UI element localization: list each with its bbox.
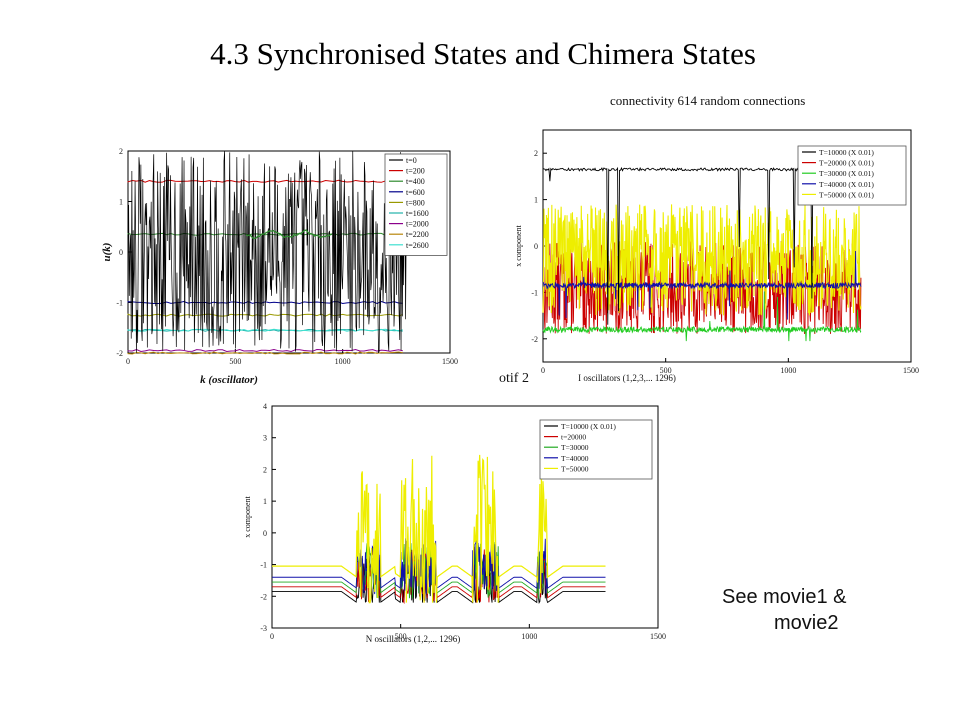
series-line <box>272 454 606 604</box>
legend-entry: t=600 <box>406 188 425 197</box>
series-line <box>542 250 862 320</box>
x-tick-label: 1000 <box>521 632 537 641</box>
legend-entry: T=30000 <box>561 443 589 452</box>
y-tick-label: -2 <box>116 349 123 358</box>
series-line <box>542 291 862 342</box>
y-tick-label: 2 <box>119 147 123 156</box>
series-line <box>542 204 862 316</box>
series-line <box>272 551 606 604</box>
series-line <box>272 542 606 599</box>
y-tick-label: 0 <box>263 529 267 538</box>
x-axis-label: N oscillators (1,2,... 1296) <box>366 634 461 644</box>
y-axis-label: u(k) <box>101 243 113 262</box>
legend-box <box>539 419 653 480</box>
x-tick-label: 500 <box>229 357 241 366</box>
legend-entry: T=50000 <box>561 464 589 473</box>
x-tick-label: 0 <box>126 357 130 366</box>
series-line <box>127 179 403 183</box>
y-tick-label: 1 <box>534 196 538 205</box>
legend-entry: T=40000 (X 0.01) <box>819 180 874 189</box>
legend-box <box>797 145 907 206</box>
legend-entry: T=20000 (X 0.01) <box>819 159 874 168</box>
y-axis-label: x component <box>514 224 523 266</box>
x-axis-label: k (oscillator) <box>200 374 258 386</box>
series-line <box>272 546 606 605</box>
series-line <box>127 313 403 317</box>
movie-note-line1: See movie1 & <box>722 586 847 608</box>
x-tick-label: 1500 <box>442 357 458 366</box>
series-line <box>127 348 403 352</box>
y-tick-label: 0 <box>119 248 123 257</box>
plot-frame <box>271 405 659 629</box>
y-tick-label: 2 <box>263 465 267 474</box>
chart-random-connections: 0 500 1000 1500 -2 -1 0 1 2 I oscillators (1,2,3,… <box>514 129 919 383</box>
y-tick-label: -2 <box>531 335 538 344</box>
legend-entry: T=40000 <box>561 454 589 463</box>
legend-entry: t=0 <box>406 156 417 165</box>
legend-entry: t=2200 <box>406 230 429 239</box>
legend-entry: t=1600 <box>406 209 429 218</box>
legend-entry: T=10000 (X 0.01) <box>819 148 874 157</box>
y-tick-label: 3 <box>263 434 267 443</box>
legend-entry: t=2000 <box>406 220 429 229</box>
series-line <box>245 229 333 240</box>
y-tick-label: 2 <box>534 149 538 158</box>
y-tick-label: 4 <box>263 402 267 411</box>
movie-note: See movie1 & movie2 <box>722 584 892 636</box>
legend-entry: T=50000 (X 0.01) <box>819 190 874 199</box>
y-tick-label: 0 <box>534 242 538 251</box>
x-axis-label: I oscillators (1,2,3,... 1296) <box>578 373 676 383</box>
x-tick-label: 1500 <box>903 366 919 375</box>
x-tick-label: 500 <box>395 632 407 641</box>
legend-entry: t=200 <box>406 167 425 176</box>
legend-entry: t=2600 <box>406 241 429 250</box>
chart-chimera-states: 0 500 1000 1500 -3 -2 -1 0 1 2 3 4 N oscillators (1,… <box>243 402 666 644</box>
legend-entry: t=20000 <box>561 433 586 442</box>
y-tick-label: -2 <box>260 592 267 601</box>
connectivity-caption: connectivity 614 random connections <box>610 93 806 108</box>
legend-entry: T=10000 (X 0.01) <box>561 422 616 431</box>
slide-title: 4.3 Synchronised States and Chimera Stat… <box>210 36 756 71</box>
legend-entry: T=30000 (X 0.01) <box>819 169 874 178</box>
series-line <box>127 151 407 354</box>
motif-caption: otif 2 <box>499 371 529 386</box>
x-tick-label: 1000 <box>335 357 351 366</box>
y-tick-label: -1 <box>531 288 538 297</box>
x-tick-label: 0 <box>541 366 545 375</box>
x-tick-label: 1500 <box>650 632 666 641</box>
legend-entry: t=400 <box>406 177 425 186</box>
x-tick-label: 1000 <box>780 366 796 375</box>
y-axis-label: x component <box>243 495 252 537</box>
y-tick-label: 1 <box>119 198 123 207</box>
y-tick-label: -1 <box>260 561 267 570</box>
y-tick-label: -3 <box>260 624 267 633</box>
series-line <box>272 537 606 595</box>
movie-note-line2: movie2 <box>774 612 839 634</box>
y-tick-label: 1 <box>263 497 267 506</box>
x-tick-label: 0 <box>270 632 274 641</box>
y-tick-label: -1 <box>116 299 123 308</box>
series-line <box>127 351 403 355</box>
legend-entry: t=800 <box>406 198 425 207</box>
x-tick-label: 500 <box>660 366 672 375</box>
chart-initial-to-sync: 0 500 1000 1500 -2 -1 0 1 2 k (oscillator) u(k) t=0… <box>101 147 458 386</box>
